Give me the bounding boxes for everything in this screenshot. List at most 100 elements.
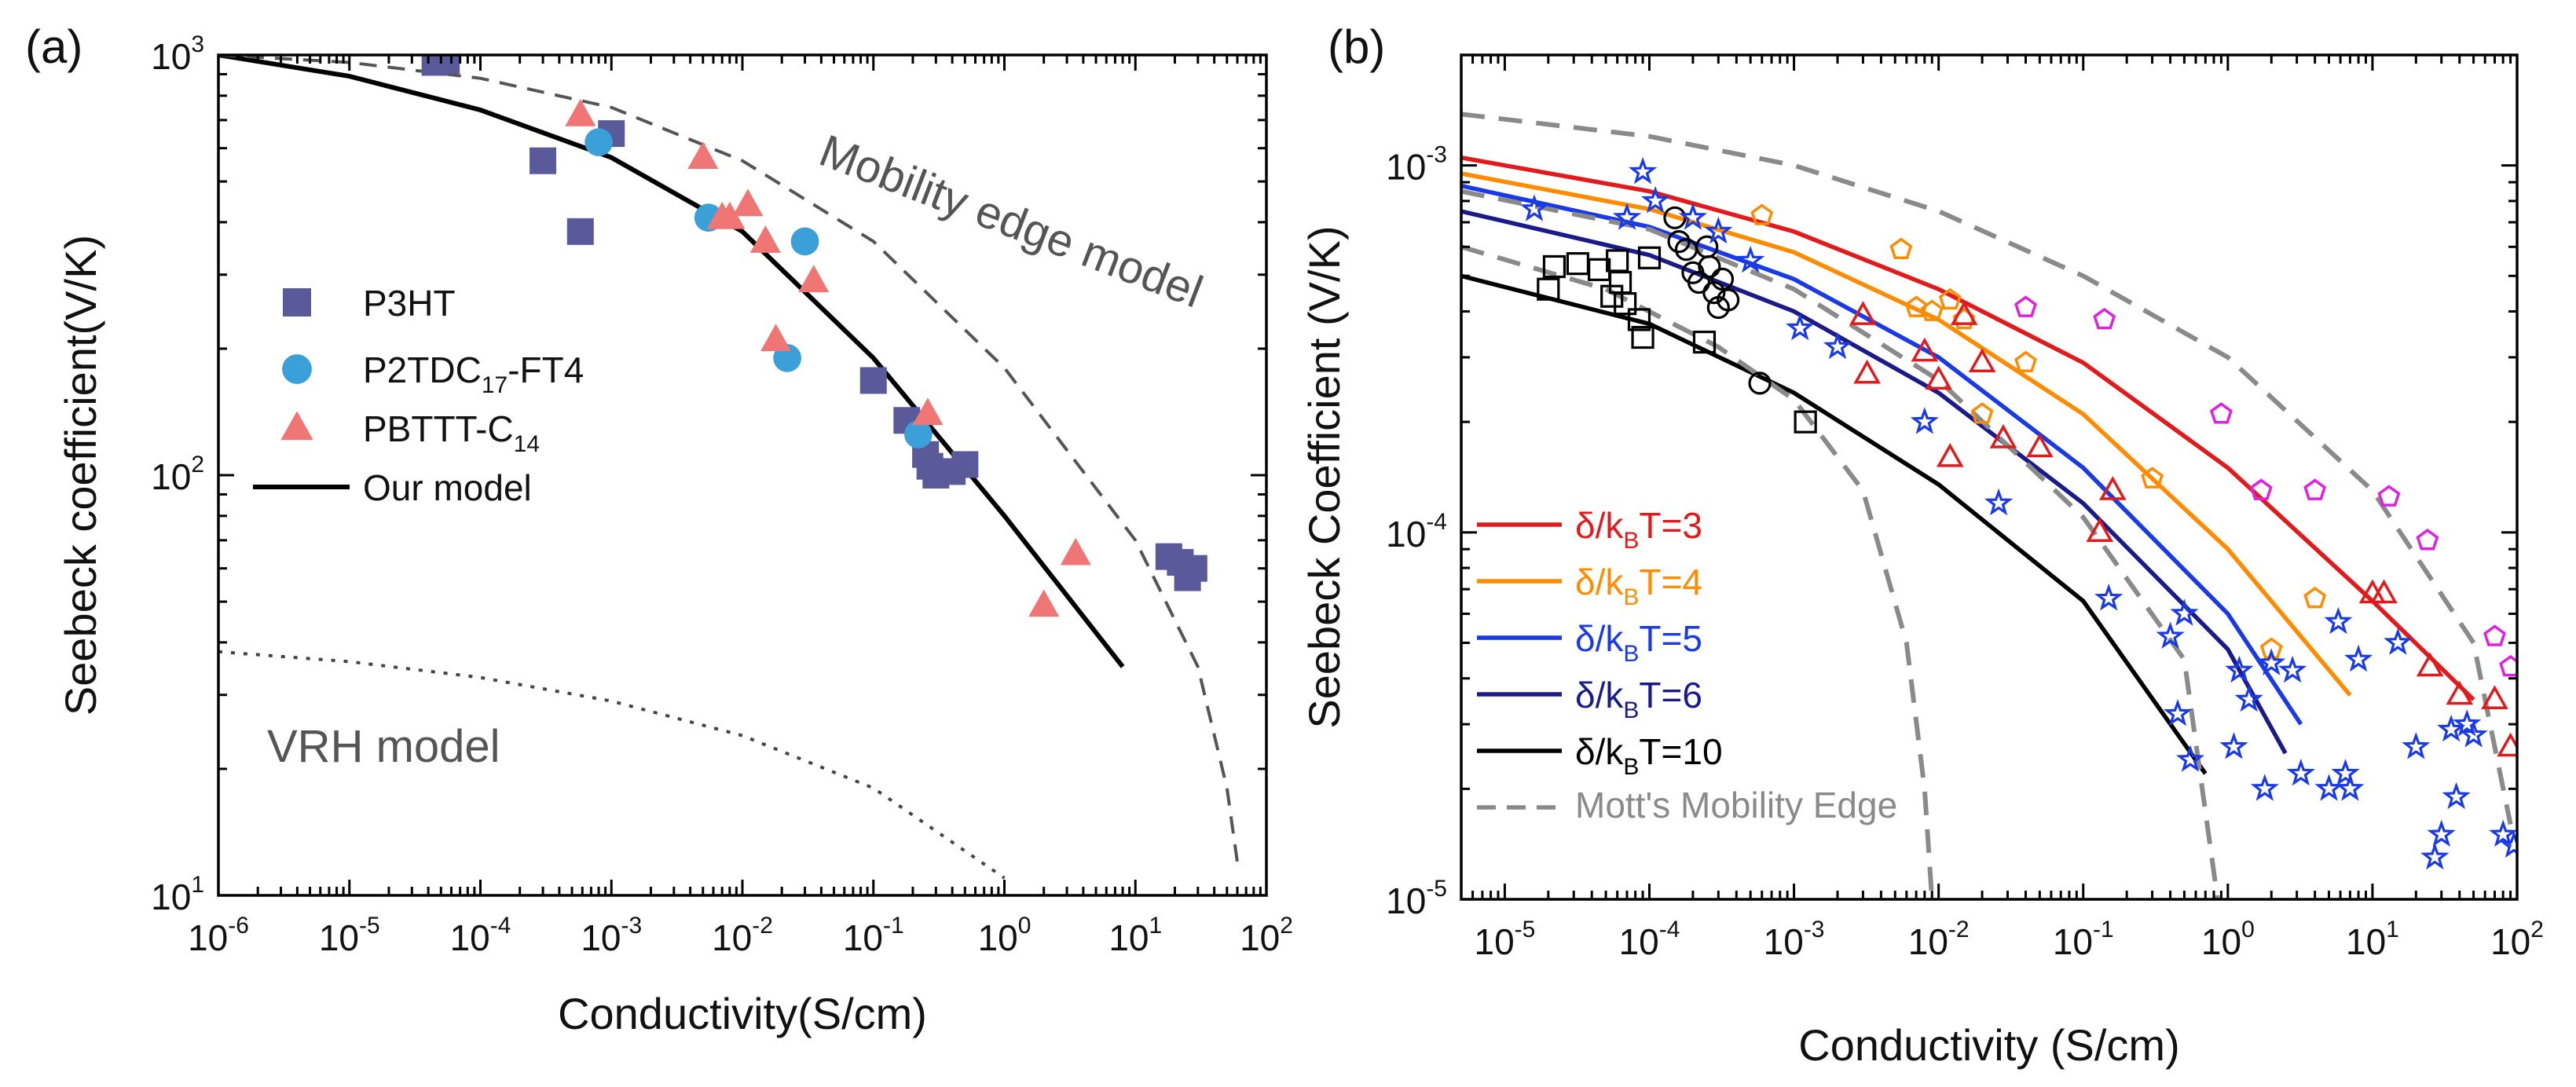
data-point-pbttt-c <box>565 98 596 126</box>
data-point-stars <box>1678 203 1708 230</box>
panel-a-y-tick-label: 102 <box>151 452 204 497</box>
legend-marker-pbttt-c <box>280 411 313 441</box>
data-point-pentagons_orange <box>2303 586 2327 609</box>
data-point-squares <box>1614 292 1637 316</box>
data-point-p3ht <box>859 367 887 394</box>
data-point-pentagons_magenta <box>2249 478 2273 500</box>
data-point-squares <box>1627 308 1651 331</box>
data-point-squares <box>1692 330 1717 354</box>
data-point-pentagons_orange <box>1889 237 1913 259</box>
data-point-squares <box>1794 410 1817 434</box>
data-point-stars <box>2384 628 2413 655</box>
panel-a-axes: 10-6 10-5 10-4 10-3 10-2 10-1 100 101 102 101 102 1… <box>151 31 1293 958</box>
data-point-squares <box>1600 284 1624 308</box>
panel-a-y-tick-label: 101 <box>151 872 204 917</box>
panel-b: (b) 10-5 10-4 10-3 10-2 10-1 100 101 10210-510-… <box>1299 20 2544 1070</box>
data-point-stars <box>1786 313 1815 341</box>
panel-a-x-tick-label: 10-6 <box>188 913 249 958</box>
data-point-stars <box>1640 185 1670 214</box>
data-point-pentagons_magenta <box>2416 529 2439 551</box>
data-point-squares <box>1608 270 1632 295</box>
panel-a-legend: P3HT P2TDC17-FT4 PBTTT-C14 Our model <box>253 283 584 508</box>
data-point-pbttt-c <box>714 201 746 229</box>
data-point-triangles <box>1849 301 1877 325</box>
curve--k-bt-6 <box>1461 209 2288 755</box>
data-point-stars <box>1519 194 1549 221</box>
data-point-stars <box>1704 216 1733 244</box>
legend-label-5: δ/kBT=10 <box>1575 731 1723 780</box>
panel-a-x-axis-label: Conductivity(S/cm) <box>558 989 927 1038</box>
panel-a-x-tick-label: 101 <box>1108 913 1162 958</box>
data-point-stars <box>2437 715 2466 742</box>
data-point-triangles <box>2416 652 2444 677</box>
data-point-stars <box>2427 819 2456 847</box>
data-point-stars <box>1612 203 1642 230</box>
curve--k-bt-10 <box>1461 273 2208 775</box>
curve-mott-s-mobility-edge-3 <box>1461 244 1935 899</box>
data-point-circles <box>1710 267 1735 291</box>
data-point-stars <box>2250 774 2279 801</box>
data-point-pentagons_magenta <box>2483 624 2506 646</box>
data-point-squares <box>1588 258 1611 281</box>
data-point-circles <box>1717 288 1740 312</box>
data-point-pentagons_magenta <box>2209 402 2233 424</box>
data-point-pbttt-c <box>749 225 781 253</box>
panel-a-x-tick-label: 100 <box>978 913 1031 958</box>
panel-b-axes: 10-5 10-4 10-3 10-2 10-1 100 101 102 10-5 10-4 10-… <box>1386 53 2544 962</box>
legend-marker-p2tdc <box>282 354 312 384</box>
data-point-stars <box>2336 774 2365 801</box>
data-point-triangles <box>2026 433 2054 458</box>
data-point-pentagons_orange <box>2141 467 2164 489</box>
data-point-stars <box>2163 698 2193 726</box>
panel-b-plot-frame <box>1460 53 2519 901</box>
panel-a-x-tick-label: 102 <box>1240 913 1293 958</box>
data-point-p3ht <box>433 55 460 75</box>
data-point-stars <box>2499 830 2517 858</box>
vrh-model-annotation: VRH model <box>267 721 500 772</box>
data-point-stars <box>2331 758 2360 786</box>
data-point-pentagons_magenta <box>2014 295 2037 317</box>
legend-label-4: δ/kBT=6 <box>1575 675 1702 723</box>
data-point-stars <box>2170 598 2199 626</box>
data-point-stars <box>2459 720 2488 748</box>
data-point-pbttt-c <box>912 397 944 426</box>
data-point-pentagons_orange <box>2014 350 2037 373</box>
data-point-squares <box>1566 252 1590 276</box>
legend-label-p3ht: P3HT <box>363 283 456 324</box>
curve-mott-s-mobility-edge-2 <box>1461 188 2220 899</box>
data-point-triangles <box>2370 579 2398 604</box>
data-point-stars <box>2219 732 2248 759</box>
data-point-pentagons_magenta <box>2093 307 2116 330</box>
data-point-triangles <box>1853 359 1881 384</box>
data-point-stars <box>2453 709 2482 737</box>
data-point-circles <box>1667 230 1691 254</box>
panel-a-plot-content <box>218 55 1239 880</box>
data-point-triangles <box>1989 424 2017 448</box>
legend-label-p2tdc: P2TDC17-FT4 <box>363 350 584 398</box>
data-point-stars <box>2343 644 2373 672</box>
data-point-pentagons_magenta <box>2303 478 2327 500</box>
data-point-pentagons_orange <box>1750 203 1774 225</box>
mobility-edge-model-annotation: Mobility edge model <box>813 125 1210 318</box>
data-point-pentagons_orange <box>2259 637 2283 660</box>
panel-b-y-tick-label: 10-4 <box>1386 509 1447 554</box>
data-point-pbttt-c <box>760 324 792 352</box>
data-point-stars <box>2257 648 2286 675</box>
data-point-stars <box>2094 584 2123 611</box>
panel-label-b: (b) <box>1328 20 1385 73</box>
data-point-triangles <box>1950 301 1978 325</box>
curve-our-model <box>218 55 1125 668</box>
data-point-triangles <box>2481 685 2508 709</box>
panel-b-x-tick-label: 102 <box>2490 917 2544 962</box>
panel-a-x-tick-label: 10-3 <box>581 913 642 958</box>
data-point-pbttt-c <box>1028 589 1060 617</box>
data-point-stars <box>2175 745 2205 772</box>
legend-label-1: δ/kBT=3 <box>1575 505 1702 554</box>
data-point-stars <box>1628 156 1658 185</box>
data-point-squares <box>1606 249 1629 273</box>
data-point-triangles <box>1911 337 1939 362</box>
data-point-circles <box>1698 254 1721 279</box>
data-point-pentagons_orange <box>1970 402 1994 424</box>
panel-b-legend: δ/kBT=3 δ/kBT=4 δ/kBT=5 δ/kBT=6 δ/kBT=10 Mott… <box>1477 505 1897 825</box>
